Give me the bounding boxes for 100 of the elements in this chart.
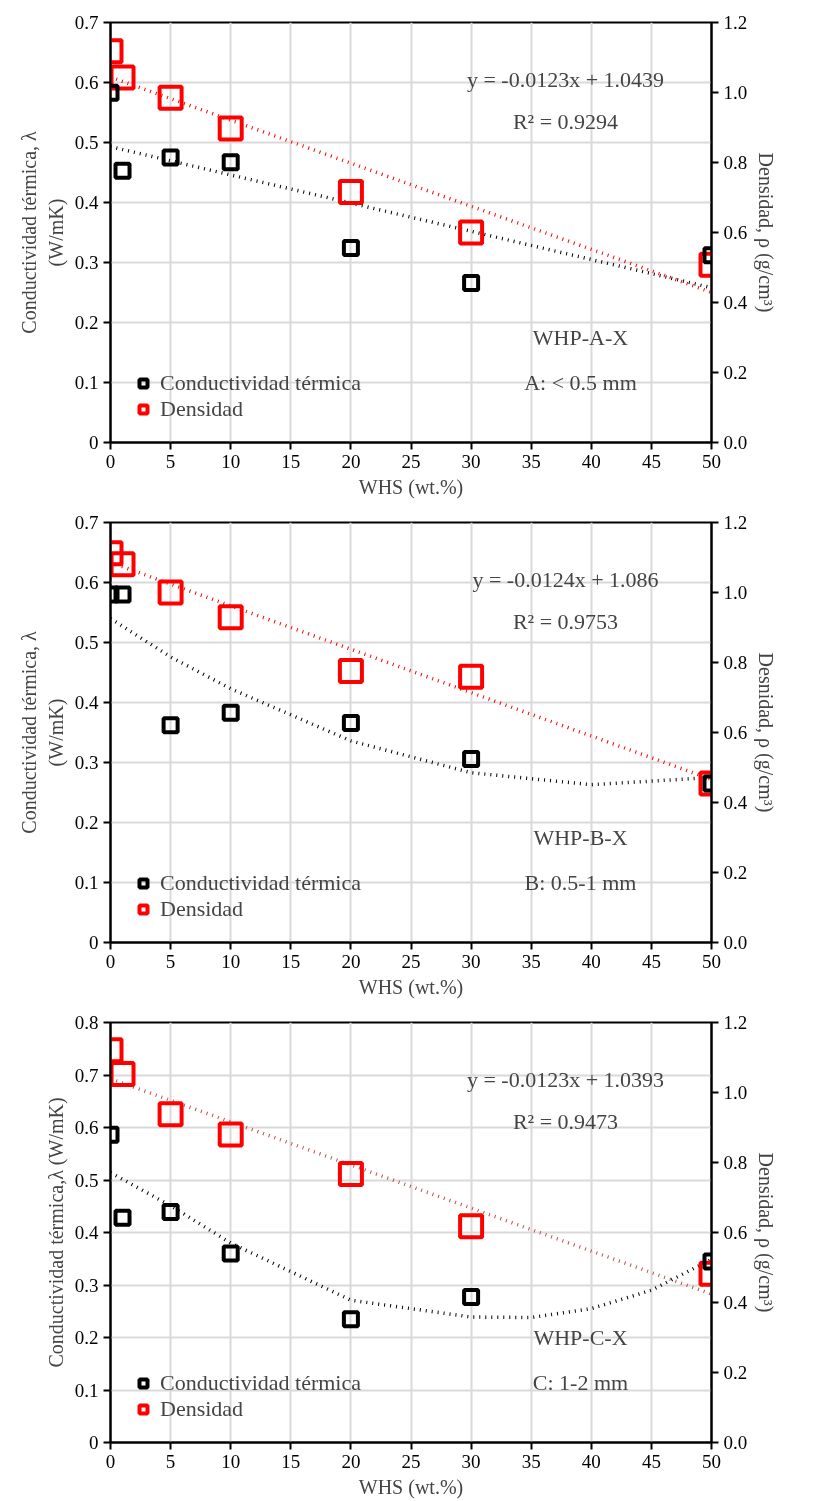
point (217, 115, 244, 142)
x-tick-label: 25 (401, 950, 421, 972)
x-tick-label: 35 (521, 950, 541, 972)
y-axis-title: Conductividad térmica, λ (W/mK) (18, 130, 68, 334)
x-axis-title: WHS (wt.%) (358, 1475, 464, 1499)
point (337, 657, 364, 684)
y-tick-label: 0.4 (74, 692, 99, 713)
x-tick-label: 15 (281, 450, 301, 472)
x-tick-label: 15 (281, 1450, 301, 1472)
point (337, 178, 364, 205)
point (221, 703, 240, 722)
point (341, 239, 360, 258)
y-tick-label: 0.4 (74, 1222, 99, 1243)
point (157, 579, 184, 606)
point (221, 153, 240, 172)
y2-axis-title: Densidad, ρ (g/cm³) (754, 1152, 778, 1313)
x-tick-label: 10 (221, 950, 241, 972)
y-tick-label: 0.7 (74, 12, 99, 33)
y-tick-label: 0.2 (74, 1327, 99, 1348)
x-tick-label: 35 (521, 1450, 541, 1472)
x-tick-label: 45 (641, 450, 661, 472)
x-axis-title: WHS (wt.%) (358, 975, 464, 999)
y-tick-label: 0.4 (74, 192, 99, 213)
legend-label: Conductividad térmica (160, 870, 361, 896)
annotation: R² = 0.9294 (512, 109, 619, 134)
annotation: WHP-A-X (532, 325, 629, 350)
y-tick-label: 0.2 (74, 812, 99, 833)
y2-tick-label: 0.8 (723, 152, 748, 173)
y2-tick-label: 1.2 (723, 1012, 748, 1033)
x-tick-label: 10 (221, 1450, 241, 1472)
y-tick-label: 0.6 (74, 72, 99, 93)
x-tick-label: 5 (165, 950, 176, 972)
y2-tick-label: 0.0 (723, 1432, 748, 1453)
x-tick-label: 50 (702, 950, 721, 972)
y2-tick-label: 0.0 (723, 432, 748, 453)
legend-label: Densidad (160, 896, 244, 922)
point (337, 1161, 364, 1188)
y2-tick-label: 0.6 (723, 722, 748, 743)
x-tick-label: 25 (401, 1450, 421, 1472)
y-tick-label: 0.3 (74, 252, 99, 273)
x-tick-label: 20 (341, 1450, 361, 1472)
point (161, 1203, 180, 1222)
y-tick-label: 0.1 (74, 372, 99, 393)
y2-tick-label: 0.4 (723, 292, 748, 313)
x-tick-label: 40 (581, 450, 601, 472)
annotation: R² = 0.9753 (512, 609, 619, 634)
annotation: y = -0.0123x + 1.0439 (466, 67, 665, 92)
x-tick-label: 25 (401, 450, 421, 472)
y-tick-label: 0 (89, 932, 99, 953)
y2-tick-label: 1.0 (723, 582, 748, 603)
x-axis-title: WHS (wt.%) (358, 475, 464, 499)
y2-axis-title: Densidad, ρ (g/cm³) (754, 152, 778, 313)
annotation: y = -0.0123x + 1.0393 (466, 1067, 665, 1092)
annotation: WHP-C-X (533, 1325, 628, 1350)
y-tick-label: 0.7 (74, 512, 99, 533)
point (161, 148, 180, 167)
y-axis-title: Conductividad térmica, λ (W/mK) (18, 630, 68, 834)
legend-label: Conductividad térmica (160, 370, 361, 396)
point (157, 1101, 184, 1128)
y2-tick-label: 0.2 (723, 862, 748, 883)
point (217, 1121, 244, 1148)
y2-tick-label: 1.0 (723, 1082, 748, 1103)
point (113, 1208, 132, 1227)
x-tick-label: 50 (702, 450, 721, 472)
y2-tick-label: 1.2 (723, 512, 748, 533)
point (157, 84, 184, 111)
y2-tick-label: 0.4 (723, 792, 748, 813)
y-tick-label: 0.6 (74, 1117, 99, 1138)
x-tick-label: 45 (641, 1450, 661, 1472)
x-tick-label: 0 (105, 450, 116, 472)
y2-axis-title: Desnidad, ρ (g/cm³) (754, 652, 778, 813)
x-tick-label: 5 (165, 1450, 176, 1472)
point (113, 585, 132, 604)
y-tick-label: 0.2 (74, 312, 99, 333)
y-tick-label: 0.5 (74, 132, 99, 153)
point (110, 551, 136, 578)
y-tick-label: 0 (89, 432, 99, 453)
y-tick-label: 0.5 (74, 632, 99, 653)
y2-tick-label: 0.2 (723, 362, 748, 383)
x-tick-label: 40 (581, 950, 601, 972)
y-tick-label: 0.7 (74, 1064, 99, 1086)
x-tick-label: 30 (461, 1450, 481, 1472)
annotation: WHP-B-X (533, 825, 628, 850)
point (113, 161, 132, 180)
point (341, 713, 360, 732)
x-tick-label: 20 (341, 950, 361, 972)
y2-tick-label: 0.4 (723, 1292, 748, 1313)
point (221, 1244, 240, 1263)
y2-tick-label: 0.6 (723, 222, 748, 243)
x-tick-label: 0 (105, 950, 116, 972)
x-tick-label: 40 (581, 1450, 601, 1472)
y-tick-label: 0.6 (74, 572, 99, 593)
x-tick-label: 20 (341, 450, 361, 472)
point (161, 716, 180, 735)
annotation: B: 0.5-1 mm (524, 870, 637, 895)
x-tick-label: 35 (521, 450, 541, 472)
y2-tick-label: 0.0 (723, 932, 748, 953)
x-tick-label: 45 (641, 950, 661, 972)
y2-tick-label: 0.8 (723, 1152, 748, 1173)
annotation: A: < 0.5 mm (524, 370, 637, 395)
